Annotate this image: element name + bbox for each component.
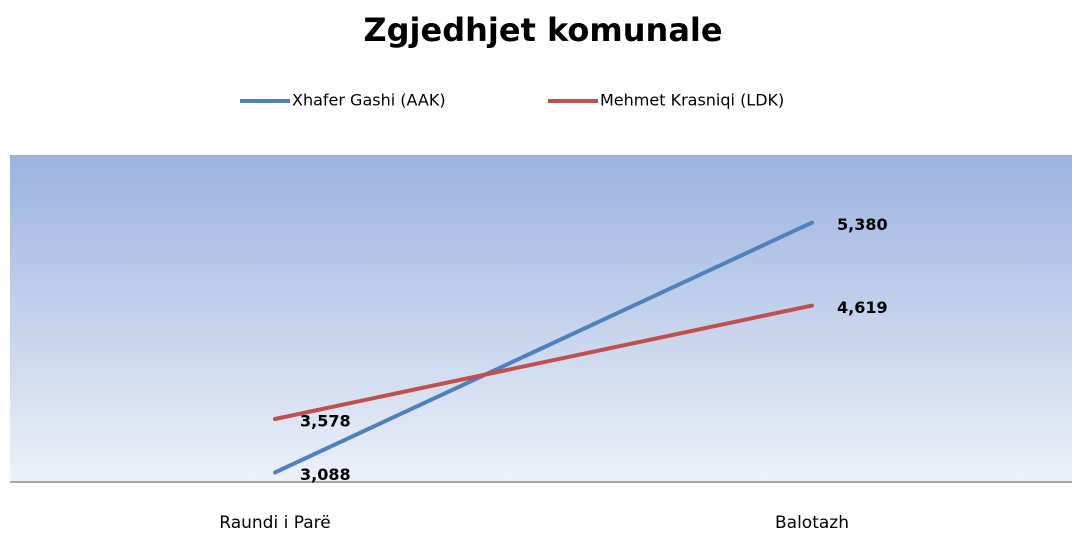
data-label: 4,619: [837, 298, 888, 317]
legend-label: Xhafer Gashi (AAK): [292, 91, 446, 110]
chart-title: Zgjedhjet komunale: [363, 11, 722, 49]
series-line: [273, 220, 814, 475]
series-line: [273, 303, 814, 421]
x-tick-label: Balotazh: [775, 513, 849, 533]
data-label: 3,088: [300, 465, 351, 484]
plot-area: [10, 155, 1072, 482]
legend-label: Mehmet Krasniqi (LDK): [600, 91, 784, 110]
x-tick-label: Raundi i Parë: [219, 513, 330, 533]
data-label: 3,578: [300, 411, 351, 430]
data-label: 5,380: [837, 215, 888, 234]
